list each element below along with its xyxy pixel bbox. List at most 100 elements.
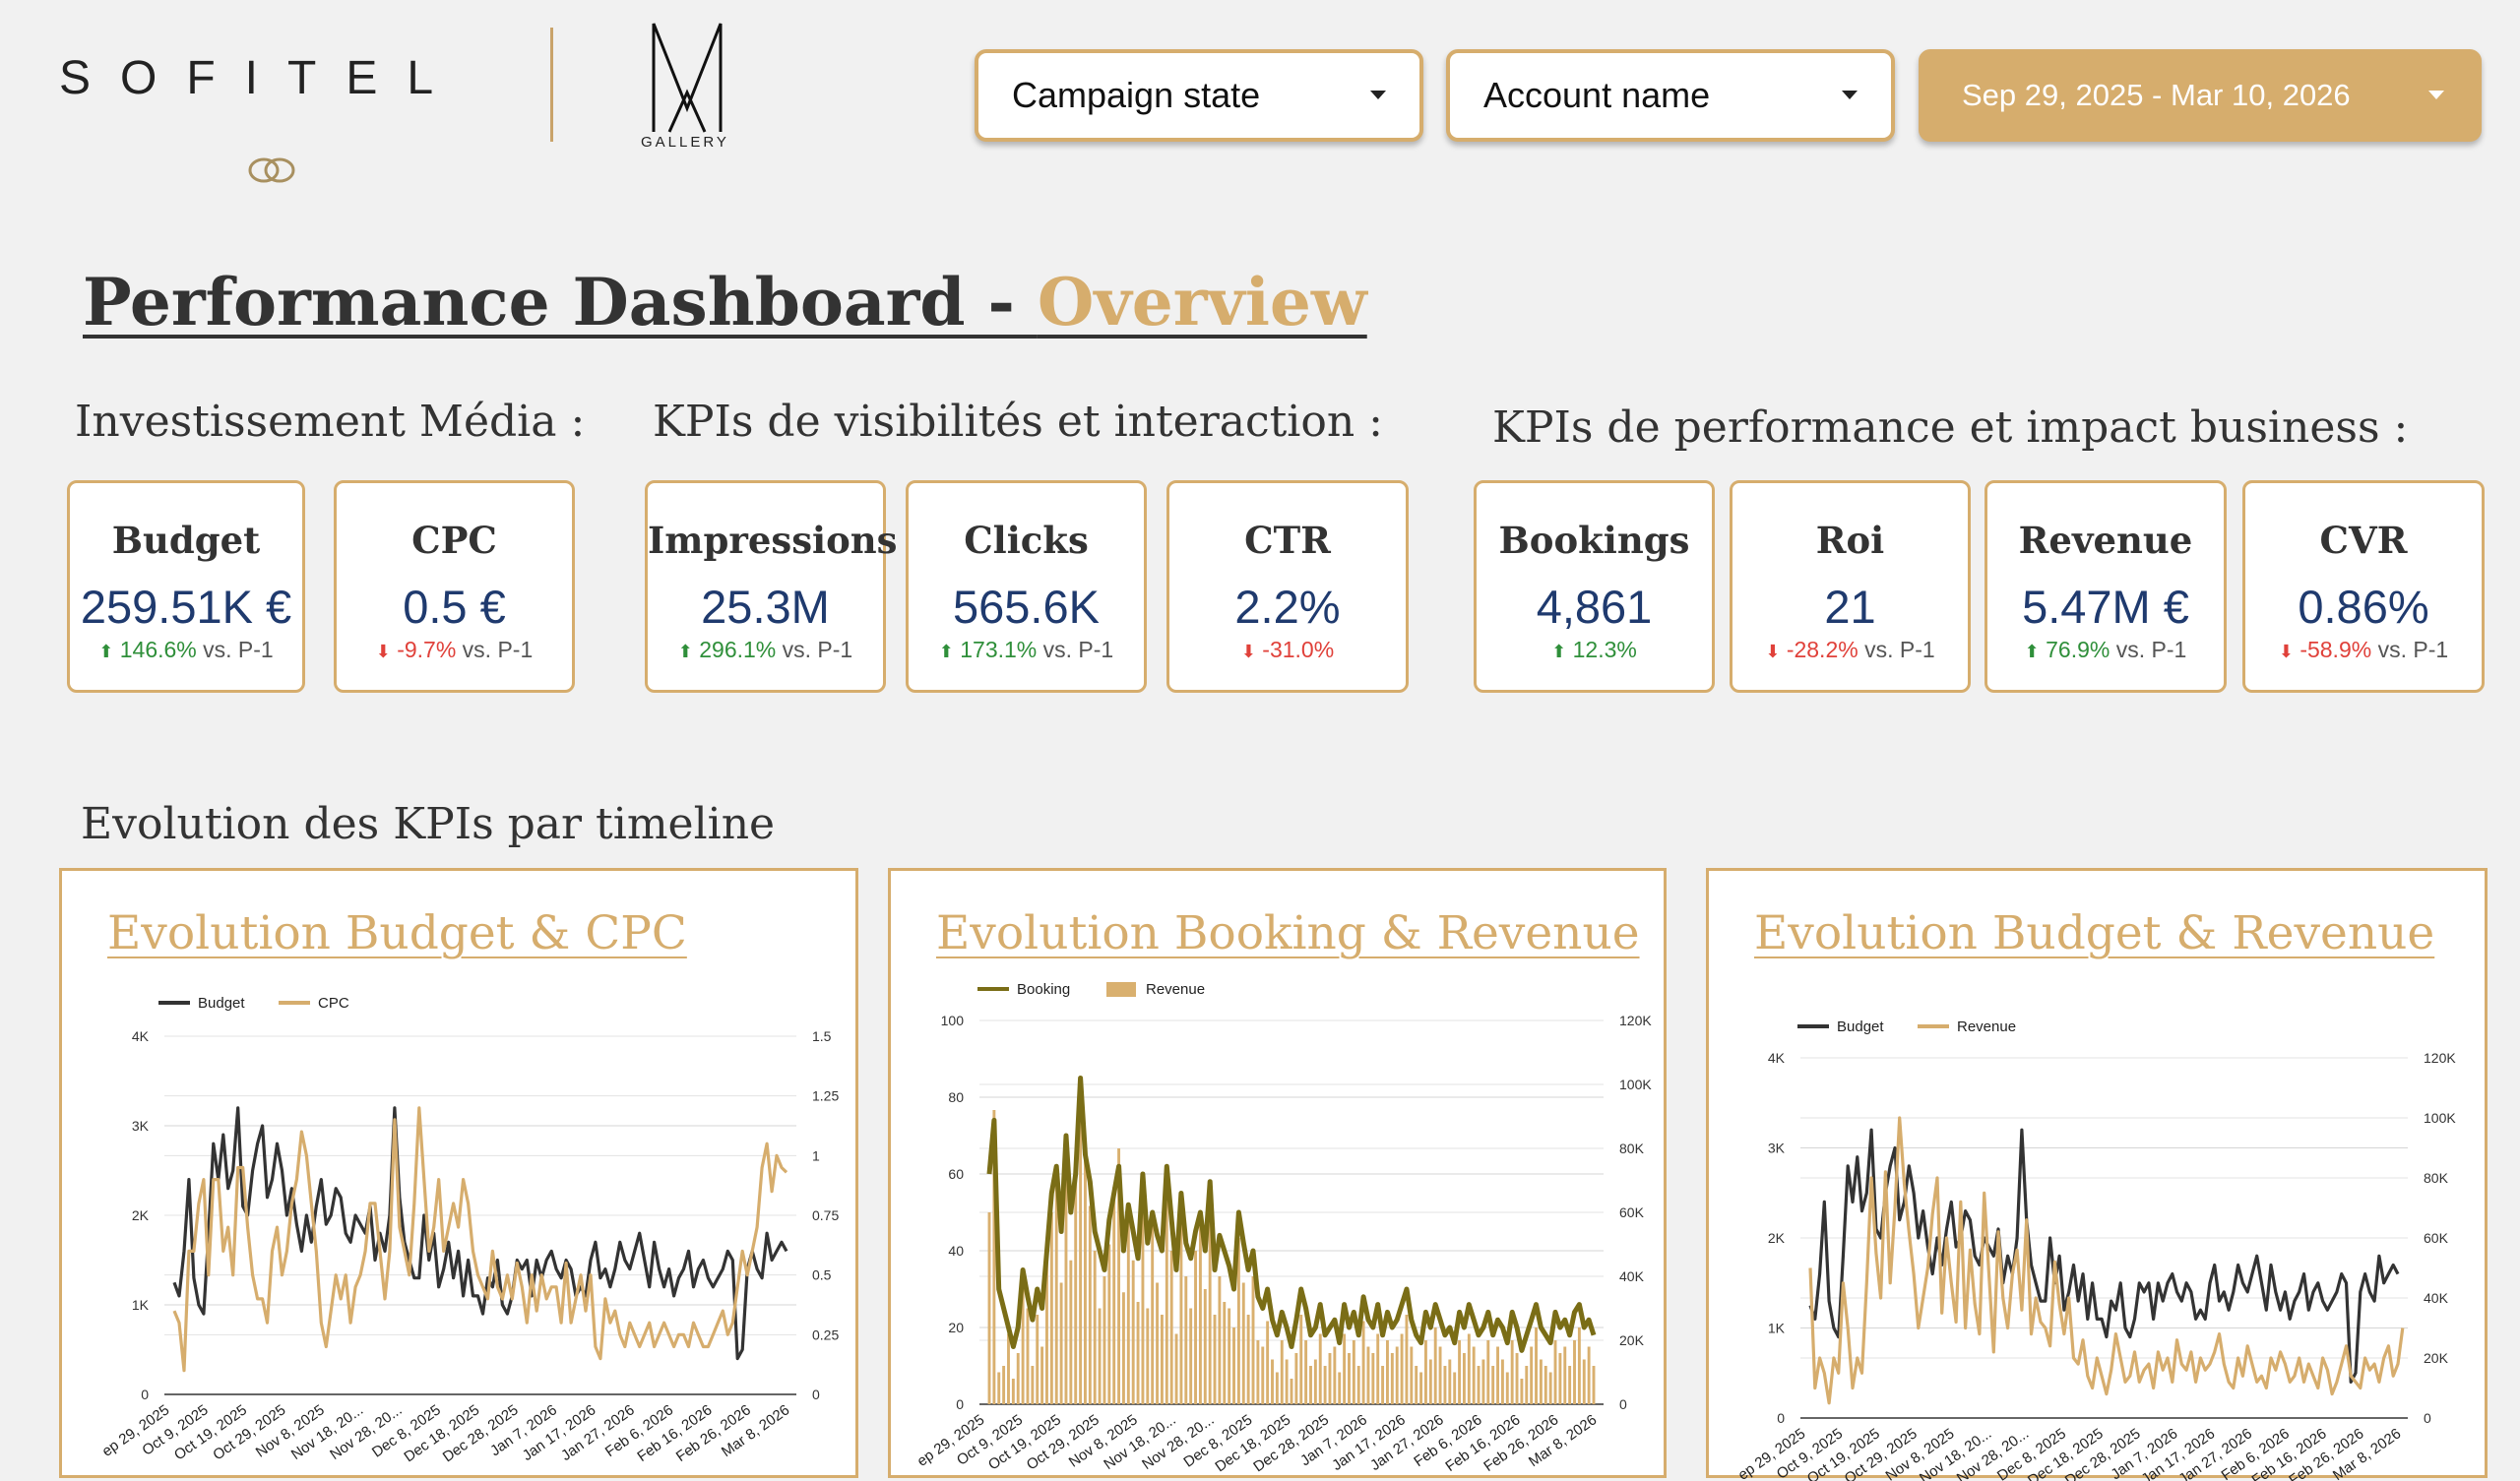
bar-revenue [1002,1366,1006,1404]
y-tick-label-left: 100 [941,1013,965,1028]
y-tick-label-right: 20K [1619,1332,1645,1348]
bar-revenue [1174,1333,1178,1404]
bar-revenue [1036,1315,1040,1404]
bar-revenue [1093,1251,1097,1404]
kpi-label: Roi [1815,519,1885,562]
section-timeline-label: Evolution des KPIs par timeline [81,799,776,849]
bar-revenue [1376,1333,1380,1404]
kpi-delta-value: -31.0% [1262,637,1335,662]
chart-panel-booking-revenue: Evolution Booking & Revenue 0 20 40 60 80 100… [888,868,1667,1478]
y-tick-label-left: 1K [132,1297,150,1313]
bar-revenue [1592,1366,1596,1404]
bar-revenue [1558,1353,1562,1404]
kpi-delta-suffix: vs. P-1 [776,637,853,662]
kpi-card-clicks: Clicks 565.6K ⬆ 173.1% vs. P-1 [906,480,1147,693]
kpi-label: CTR [1244,519,1331,562]
bar-revenue [1079,1084,1083,1404]
kpi-value: 565.6K [953,581,1100,633]
bar-revenue [1361,1321,1365,1404]
bar-revenue [1395,1346,1399,1404]
kpi-value: 21 [1824,581,1876,633]
bar-revenue [1309,1366,1312,1404]
y-tick-label-left: 4K [1768,1050,1786,1066]
y-tick-label-left: 2K [132,1207,150,1223]
y-tick-label-left: 4K [132,1028,150,1044]
bar-revenue [1500,1359,1504,1404]
chevron-down-icon [1842,91,1858,99]
kpi-delta-value: 296.1% [699,637,777,662]
bar-revenue [1228,1308,1231,1404]
bar-revenue [1587,1346,1591,1404]
bar-revenue [1563,1346,1567,1404]
kpi-delta: ⬆ 296.1% vs. P-1 [648,637,883,663]
bar-revenue [1179,1205,1183,1404]
bar-revenue [1496,1346,1499,1404]
kpi-value: 0.5 € [403,581,506,633]
y-tick-label-right: 1.5 [812,1028,832,1044]
arrow-up-icon: ⬆ [1551,642,1567,661]
series-line-booking [986,1076,1597,1353]
bar-revenue [1112,1187,1116,1404]
chevron-down-icon [1370,91,1386,99]
date-range-picker[interactable]: Sep 29, 2025 - Mar 10, 2026 [1919,49,2482,142]
arrow-up-icon: ⬆ [677,642,693,661]
legend-label: Budget [198,995,245,1012]
legend-label: Booking [1017,981,1070,998]
bar-revenue [1136,1302,1140,1404]
bar-revenue [1433,1327,1437,1404]
y-tick-label-right: 0.75 [812,1207,839,1223]
kpi-label: CPC [411,519,497,562]
arrow-down-icon: ⬇ [375,642,391,661]
bar-revenue [1251,1276,1255,1404]
bar-revenue [1348,1353,1351,1404]
kpi-label: Budget [111,519,261,562]
series-line-budget [172,1106,788,1361]
kpi-delta-value: -58.9% [2300,637,2372,662]
y-tick-label-right: 0.5 [812,1267,832,1283]
bar-revenue [1313,1359,1317,1404]
bar-revenue [1381,1366,1385,1404]
sofitel-rings-icon [248,157,295,183]
bar-revenue [1386,1340,1389,1404]
account-name-dropdown[interactable]: Account name [1446,49,1895,142]
bar-revenue [1520,1379,1524,1404]
kpi-delta: ⬆ 76.9% vs. P-1 [1987,637,2224,663]
chart-title: Evolution Budget & CPC [107,906,687,960]
y-tick-label-right: 1 [812,1147,820,1163]
account-name-label: Account name [1483,75,1711,115]
kpi-value: 0.86% [2298,581,2429,633]
bar-revenue [1304,1340,1308,1404]
bar-revenue [1107,1244,1111,1404]
page-title-accent: Overview [1037,264,1367,340]
bar-revenue [1054,1167,1058,1404]
bar-revenue [1213,1315,1217,1404]
y-tick-label-left: 80 [948,1089,964,1105]
bar-revenue [1256,1340,1260,1404]
kpi-card-cvr: CVR 0.86% ⬇ -58.9% vs. P-1 [2242,480,2485,693]
y-tick-label-left: 3K [1768,1141,1786,1156]
kpi-delta-value: 173.1% [960,637,1038,662]
kpi-card-bookings: Bookings 4,861 ⬆ 12.3% [1474,480,1715,693]
campaign-state-label: Campaign state [1012,75,1261,115]
bar-revenue [1266,1321,1270,1404]
kpi-card-budget: Budget 259.51K € ⬆ 146.6% vs. P-1 [67,480,305,693]
kpi-card-impressions: Impressions 25.3M ⬆ 296.1% vs. P-1 [645,480,898,693]
bar-revenue [1539,1359,1543,1404]
bar-revenue [1290,1379,1293,1404]
bar-revenue [1415,1366,1418,1404]
y-tick-label-left: 60 [948,1166,964,1182]
bar-revenue [1165,1164,1168,1404]
bar-revenue [1275,1372,1279,1404]
y-tick-label-left: 1K [1768,1321,1786,1336]
bar-revenue [1011,1379,1015,1404]
legend-label: CPC [318,995,349,1012]
y-tick-label-left: 2K [1768,1230,1786,1246]
bar-revenue [1544,1366,1547,1404]
bar-revenue [1410,1346,1414,1404]
bar-revenue [1510,1340,1514,1404]
bar-revenue [1045,1260,1048,1404]
bar-revenue [1505,1372,1509,1404]
campaign-state-dropdown[interactable]: Campaign state [975,49,1423,142]
kpi-label: Clicks [964,519,1089,562]
